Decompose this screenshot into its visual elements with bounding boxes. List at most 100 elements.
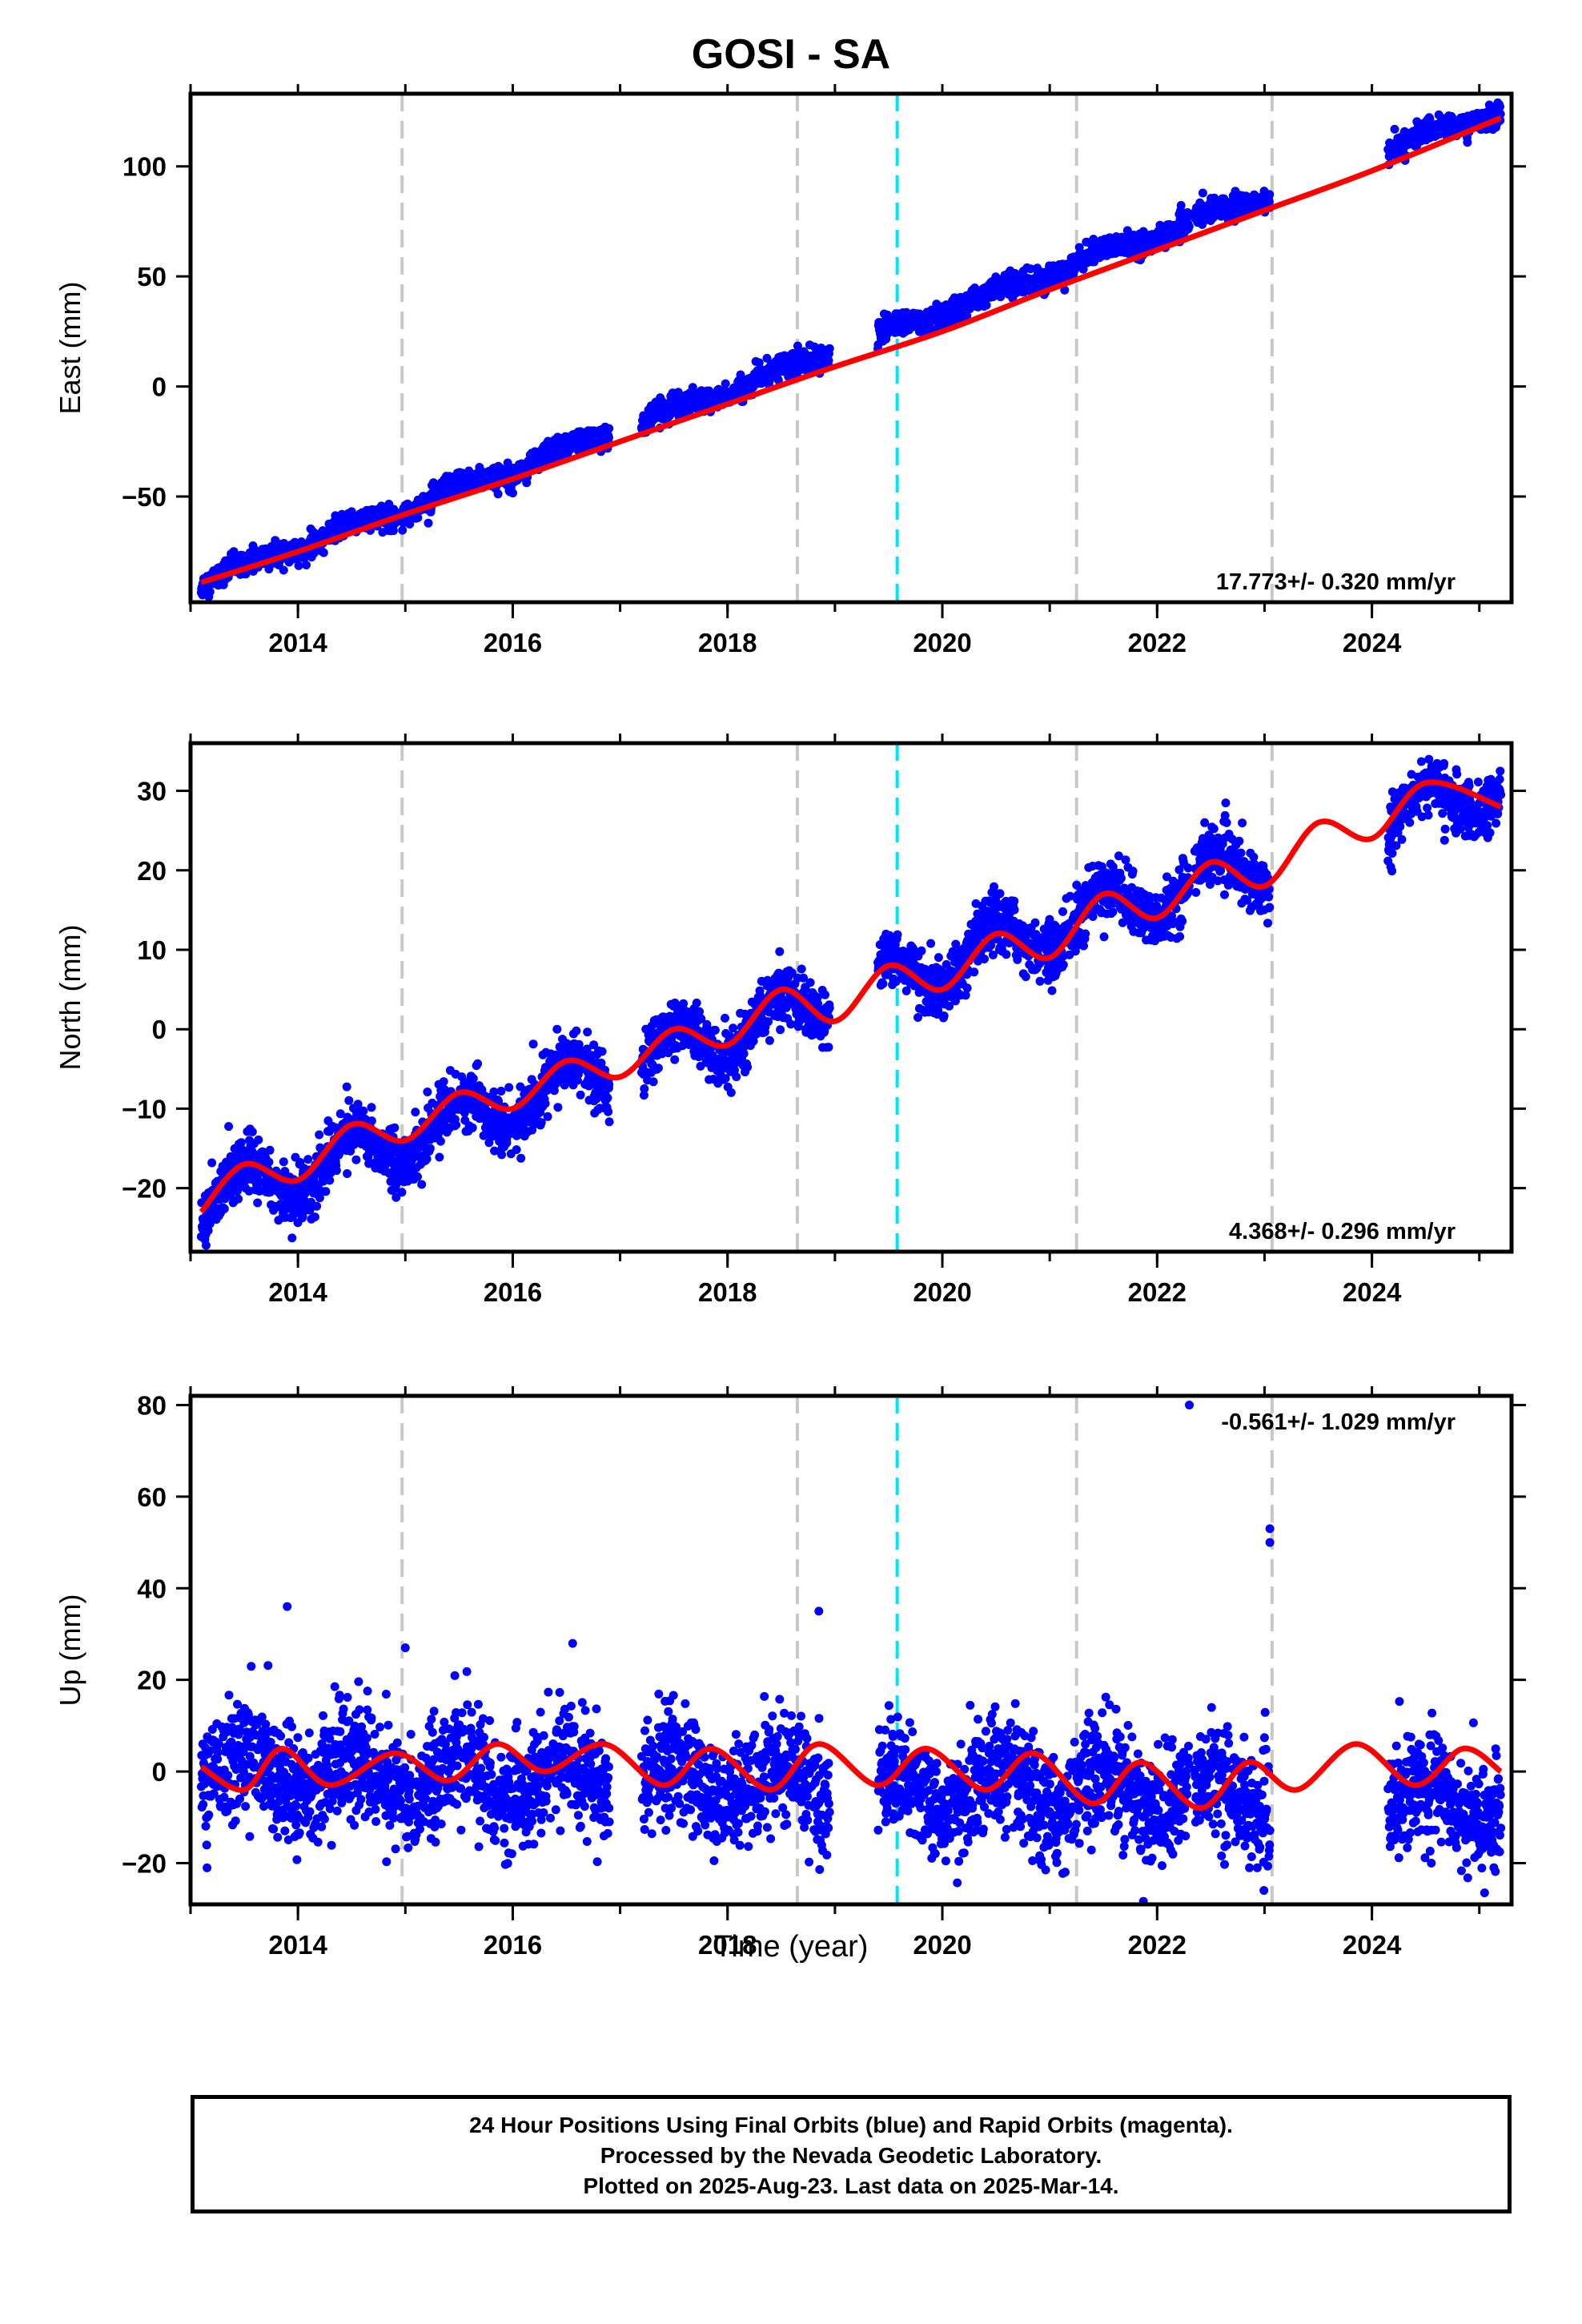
- north-point-21: [203, 1226, 213, 1236]
- north-point-1576: [765, 1035, 774, 1045]
- east-point-2071: [982, 300, 991, 310]
- north-point-1372: [696, 1061, 705, 1071]
- north-point-1640: [787, 968, 797, 978]
- east-y-tick--50: −50: [122, 482, 167, 512]
- north-point-1324: [679, 999, 689, 1008]
- north-point-701: [435, 1152, 444, 1162]
- north-point-669: [423, 1088, 432, 1096]
- north-point-1374: [697, 1014, 706, 1023]
- north-point-436: [342, 1082, 351, 1092]
- north-point-940: [516, 1153, 526, 1163]
- east-model-line: [200, 115, 1502, 585]
- north-panel: 2014 2016 2018 2020 2022 2024−20−100102030Nor…: [54, 734, 1526, 1307]
- north-point-1463: [726, 1088, 736, 1097]
- north-point-384: [325, 1176, 335, 1185]
- north-point-576: [390, 1123, 400, 1132]
- north-point-799: [468, 1123, 477, 1132]
- north-point-1448: [721, 1074, 730, 1084]
- north-point-508: [367, 1103, 376, 1112]
- east-point-3125: [1463, 138, 1472, 147]
- east-point-1537: [754, 358, 764, 368]
- north-point-352: [315, 1130, 324, 1140]
- north-point-509: [367, 1116, 376, 1126]
- north-point-1200: [604, 1080, 614, 1089]
- north-point-597: [397, 1188, 407, 1197]
- north-point-1299: [670, 1055, 680, 1064]
- north-point-705: [436, 1136, 445, 1146]
- east-point-2110: [996, 292, 1006, 302]
- north-point-1196: [603, 1093, 612, 1103]
- east-x-tick-2016: 2016: [484, 628, 542, 657]
- north-point-1021: [543, 1112, 552, 1121]
- east-point-1747: [825, 344, 834, 353]
- east-point-2914: [1390, 124, 1399, 134]
- east-point-595: [398, 525, 408, 535]
- east-point-3224: [1496, 102, 1504, 111]
- north-point-300: [298, 1212, 307, 1221]
- north-point-1253: [653, 1063, 663, 1073]
- north-point-581: [391, 1192, 401, 1202]
- north-point-1211: [640, 1084, 649, 1093]
- north-point-106: [234, 1194, 243, 1204]
- east-frame: [188, 91, 1514, 605]
- east-point-872: [493, 489, 503, 499]
- east-x-tick-2018: 2018: [698, 628, 757, 657]
- north-point-1603: [775, 947, 785, 956]
- east-x-tick-2022: 2022: [1128, 628, 1186, 657]
- north-point-677: [425, 1144, 435, 1153]
- north-point-14: [201, 1240, 211, 1250]
- north-point-1479: [732, 1072, 741, 1082]
- north-point-245: [279, 1157, 288, 1167]
- north-point-339: [310, 1212, 319, 1222]
- north-point-31: [207, 1158, 217, 1168]
- north-point-1201: [604, 1117, 614, 1127]
- north-point-405: [331, 1166, 341, 1176]
- north-point-882: [496, 1087, 506, 1096]
- east-point-367: [319, 548, 328, 557]
- north-point-1469: [729, 1023, 738, 1033]
- north-data-points: [196, 754, 1506, 1252]
- north-point-1694: [805, 978, 815, 987]
- north-point-372: [321, 1187, 331, 1196]
- north-point-1179: [597, 1047, 607, 1056]
- north-point-1210: [639, 1091, 648, 1100]
- east-point-1700: [809, 342, 819, 352]
- north-point-1739: [821, 990, 829, 999]
- north-point-1636: [786, 1019, 796, 1029]
- north-point-345: [312, 1201, 322, 1211]
- north-point-864: [490, 1146, 500, 1156]
- north-point-637: [411, 1108, 420, 1117]
- north-point-463: [351, 1155, 361, 1164]
- east-point-2202: [1026, 264, 1035, 274]
- east-y-tick-50: 50: [137, 262, 167, 292]
- north-point-1237: [648, 1077, 658, 1087]
- north-point-1572: [764, 1017, 773, 1027]
- north-point-1674: [799, 973, 808, 983]
- chart-title: GOSI - SA: [691, 31, 891, 78]
- east-point-2651: [1176, 201, 1186, 210]
- north-point-907: [504, 1083, 514, 1092]
- north-point-862: [489, 1087, 499, 1096]
- north-point-437: [343, 1169, 352, 1178]
- north-point-1513: [743, 1063, 753, 1072]
- east-point-1648: [793, 341, 802, 351]
- north-point-152: [247, 1127, 257, 1136]
- north-point-1668: [797, 964, 806, 974]
- north-point-1001: [536, 1118, 546, 1128]
- north-point-1050: [553, 1103, 563, 1112]
- north-point-750: [452, 1120, 461, 1130]
- east-point-1440: [721, 379, 730, 388]
- north-point-204: [265, 1145, 275, 1155]
- north-point-447: [346, 1146, 355, 1156]
- north-point-1605: [776, 1025, 785, 1035]
- north-point-1118: [576, 1090, 585, 1100]
- north-point-1446: [721, 1013, 729, 1023]
- north-point-802: [468, 1074, 478, 1084]
- east-point-2675: [1184, 222, 1194, 231]
- north-point-1359: [692, 998, 701, 1007]
- north-point-168: [253, 1198, 263, 1208]
- east-point-250: [279, 565, 288, 575]
- east-point-2699: [1198, 188, 1207, 198]
